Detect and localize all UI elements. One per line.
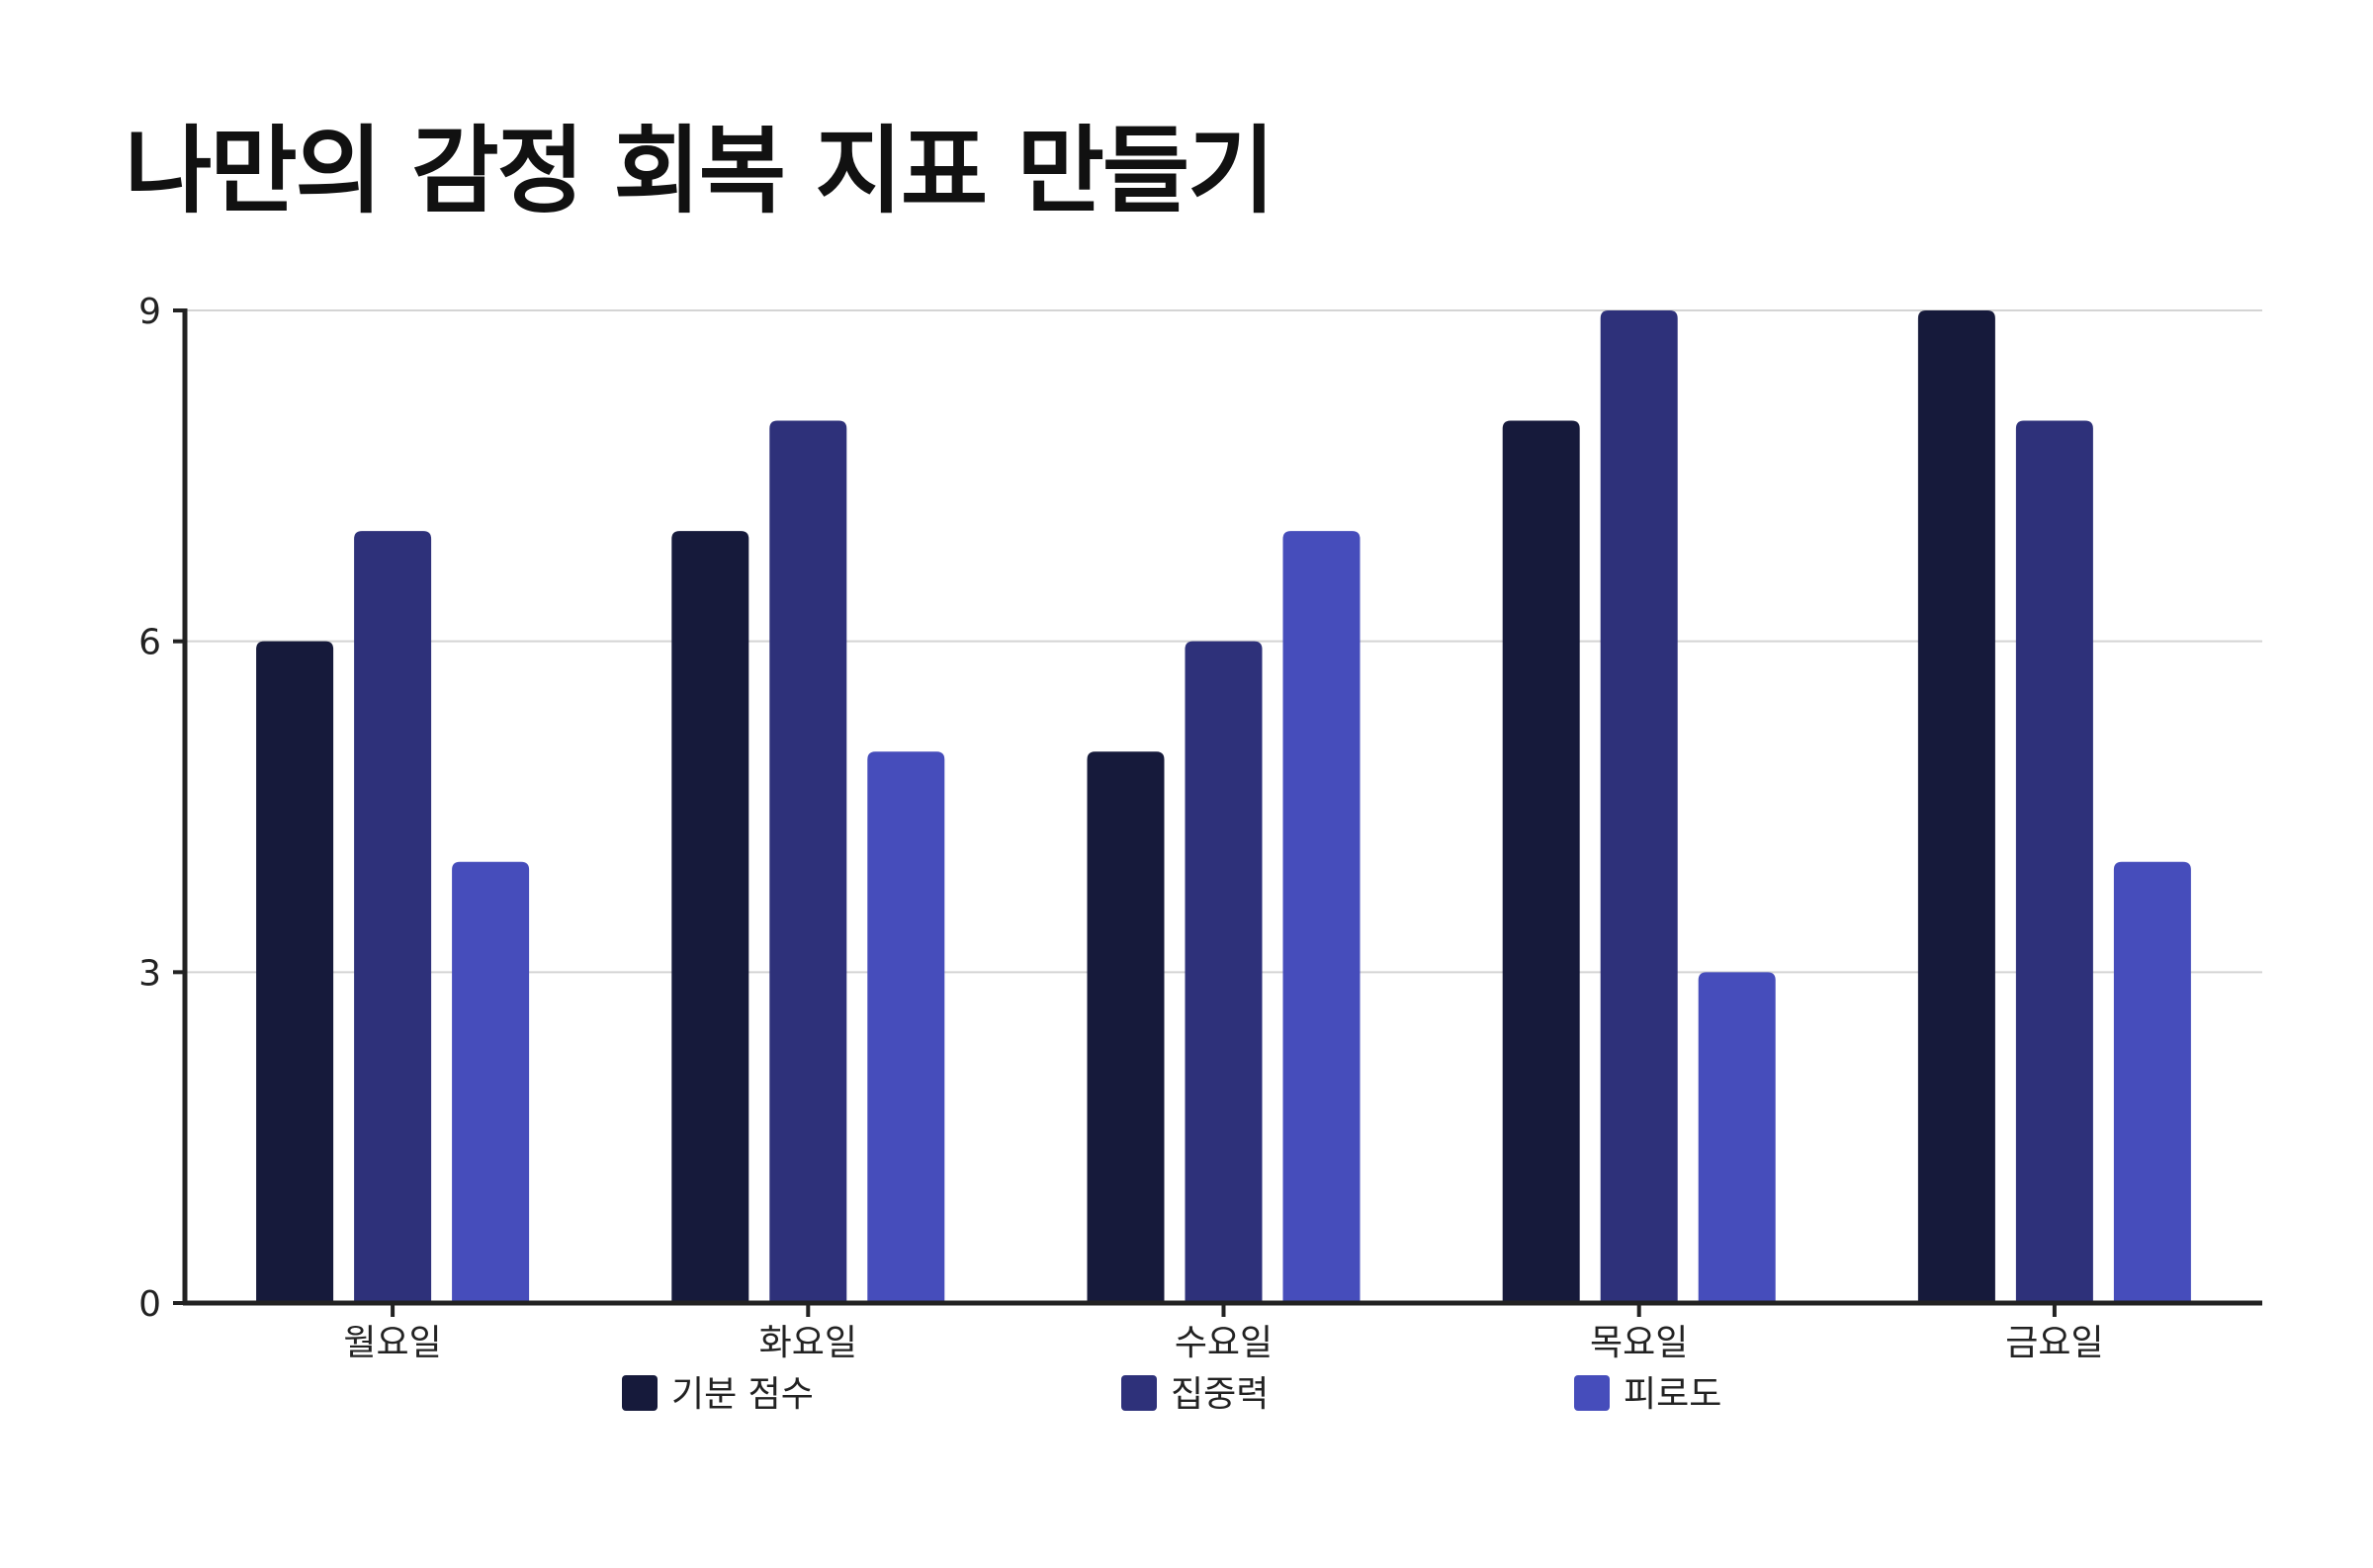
y-tick-label: 3 bbox=[138, 953, 161, 994]
legend-label-3: 피로도 bbox=[1624, 1374, 1721, 1415]
bar-3-4 bbox=[1698, 972, 1776, 1303]
bar-3-2 bbox=[867, 751, 945, 1303]
x-tick-label: 목요일 bbox=[1590, 1323, 1688, 1363]
legend: 기분 점수 집중력 피로도 bbox=[622, 1374, 1721, 1415]
bar-2-5 bbox=[2015, 420, 2093, 1303]
bar-2-4 bbox=[1600, 310, 1678, 1303]
x-tick-label: 월요일 bbox=[343, 1323, 441, 1363]
y-tick-label: 0 bbox=[138, 1284, 161, 1325]
x-tick-label: 수요일 bbox=[1175, 1323, 1273, 1363]
bar-2-1 bbox=[354, 531, 432, 1303]
legend-swatch-1 bbox=[622, 1375, 658, 1411]
bar-1-1 bbox=[256, 641, 334, 1303]
bar-3-5 bbox=[2113, 861, 2191, 1303]
y-tick-label: 9 bbox=[138, 292, 161, 332]
x-tick-label: 화요일 bbox=[759, 1323, 857, 1363]
bars bbox=[256, 310, 2191, 1303]
legend-swatch-3 bbox=[1574, 1375, 1610, 1411]
bar-2-3 bbox=[1185, 641, 1263, 1303]
bar-3-1 bbox=[452, 861, 530, 1303]
bar-1-3 bbox=[1087, 751, 1165, 1303]
x-tick-label: 금요일 bbox=[2005, 1323, 2103, 1363]
axes: 0 3 6 9 월요일 화요일 수요일 목요일 금요일 bbox=[138, 292, 2262, 1363]
y-tick-label: 6 bbox=[138, 623, 161, 663]
bar-1-2 bbox=[671, 531, 749, 1303]
legend-label-1: 기분 점수 bbox=[671, 1374, 814, 1415]
bar-3-3 bbox=[1282, 531, 1361, 1303]
bar-1-5 bbox=[1917, 310, 1995, 1303]
bar-2-2 bbox=[769, 420, 847, 1303]
chart-title: 나만의 감정 회복 지표 만들기 bbox=[125, 116, 1275, 226]
legend-label-2: 집중력 bbox=[1171, 1374, 1269, 1415]
legend-swatch-2 bbox=[1121, 1375, 1157, 1411]
bar-1-4 bbox=[1502, 420, 1580, 1303]
